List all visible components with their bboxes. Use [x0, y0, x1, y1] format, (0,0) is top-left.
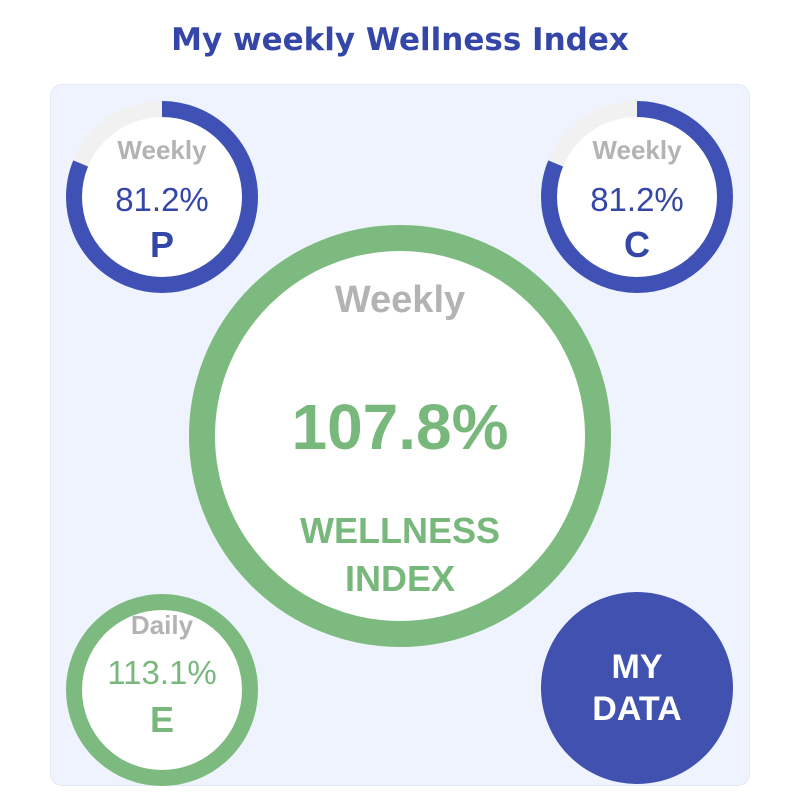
gauge-c-face [549, 109, 725, 285]
gauge-wellness-face [202, 238, 598, 634]
gauge-c-value: 81.2% [590, 181, 684, 218]
page-title: My weekly Wellness Index [171, 22, 629, 58]
gauge-p-face [74, 109, 250, 285]
gauge-p[interactable]: Weekly 81.2% P [64, 99, 260, 295]
gauge-wellness-progress-arc [189, 225, 611, 647]
gauge-p-letter: P [149, 224, 174, 265]
gauge-c[interactable]: Weekly 81.2% C [539, 99, 735, 295]
gauge-p-period: Weekly [117, 135, 207, 165]
gauge-c-letter: C [624, 224, 650, 265]
gauge-e-letter: E [149, 699, 174, 740]
gauge-c-period: Weekly [592, 135, 682, 165]
my-data-button-label: MY DATA [592, 648, 682, 728]
gauge-wellness-period: Weekly [334, 279, 466, 321]
gauge-wellness-label: WELLNESS INDEX [299, 510, 500, 599]
gauge-e-value: 113.1% [107, 654, 217, 691]
gauge-p-ring [66, 101, 258, 293]
gauge-p-value: 81.2% [115, 181, 209, 218]
gauge-e-period: Daily [130, 610, 194, 640]
gauge-e-face [74, 602, 250, 778]
gauge-c-ring [541, 101, 733, 293]
gauge-wellness-value: 107.8% [291, 391, 509, 463]
gauge-p-progress-arc [66, 101, 258, 293]
gauge-e-progress-arc [66, 594, 258, 786]
gauge-c-progress-arc [541, 101, 733, 293]
my-data-button[interactable]: MY DATA [541, 592, 733, 784]
gauge-wellness-ring [189, 225, 611, 647]
gauge-e-ring [66, 594, 258, 786]
gauge-wellness-index[interactable]: Weekly 107.8% WELLNESS INDEX [189, 225, 611, 647]
gauge-e[interactable]: Daily 113.1% E [64, 592, 260, 788]
